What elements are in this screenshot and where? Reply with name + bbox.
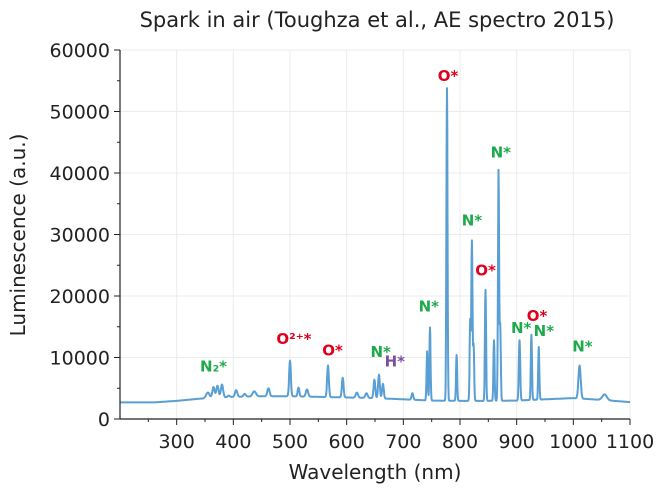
y-tick-label: 30000 [50, 225, 110, 247]
peak-annotation: O* [438, 67, 459, 85]
annotations: O*N*N*O*N*O*N* N*N*O²⁺*O* N*H*N₂* [200, 67, 593, 376]
peak-annotation: O* [527, 307, 548, 325]
series-line-spectrum [119, 87, 631, 404]
x-tick-label: 400 [215, 431, 251, 453]
peak-annotation: O* [475, 262, 496, 280]
peak-annotation: N* [419, 297, 440, 315]
y-tick-label: 20000 [50, 286, 110, 308]
peak-annotation: O* [322, 342, 343, 360]
axes: 300 400 500 600 700 800 900 1000 1100 0 10000 20000… [50, 40, 655, 453]
x-tick-label: 600 [329, 431, 365, 453]
x-tick-label: 300 [159, 431, 195, 453]
peak-annotation: N* [462, 211, 483, 229]
peak-annotation: N* [572, 337, 593, 355]
x-tick-label: 1100 [606, 431, 654, 453]
x-tick-label: 800 [442, 431, 478, 453]
y-tick-label: 40000 [50, 163, 110, 185]
x-tick-label: 1000 [549, 431, 597, 453]
grid [120, 49, 631, 420]
x-tick-label: 500 [272, 431, 308, 453]
peak-annotation: N* [370, 343, 391, 361]
peak-annotation: N* [534, 322, 555, 340]
x-tick-label: 900 [499, 431, 535, 453]
x-axis-title: Wavelength (nm) [289, 460, 462, 484]
x-tick-label: 700 [385, 431, 421, 453]
peak-annotation: O²⁺* [276, 330, 311, 348]
y-tick-label: 50000 [50, 102, 110, 124]
peak-annotation: N₂* [200, 358, 227, 376]
series-layer [119, 87, 631, 404]
chart-title: Spark in air (Toughza et al., AE spectro… [140, 8, 615, 32]
y-tick-label: 10000 [50, 348, 110, 370]
y-tick-label: 60000 [50, 40, 110, 62]
peak-annotation: N* [511, 319, 532, 337]
y-tick-label: 0 [98, 409, 110, 431]
peak-annotation: H* [385, 353, 406, 371]
y-axis-title: Luminescence (a.u.) [6, 134, 30, 337]
peak-annotation: N* [491, 144, 512, 162]
